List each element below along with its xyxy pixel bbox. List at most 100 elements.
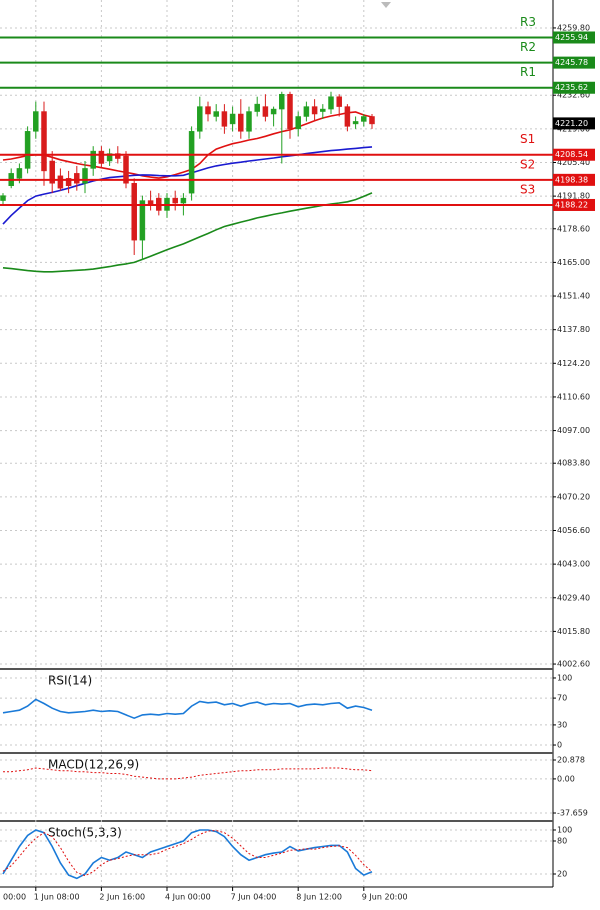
y-tick-label: 4029.40 <box>557 593 590 602</box>
candle-body <box>369 116 375 125</box>
candle-body <box>57 175 64 189</box>
y-tick-label: 4083.80 <box>557 459 590 468</box>
candle-body <box>90 150 96 169</box>
level-value: 4245.78 <box>555 58 588 67</box>
y-tick-label: 4178.60 <box>557 224 590 233</box>
y-tick-label: 4070.20 <box>557 492 590 501</box>
y-tick-label: 4137.80 <box>557 325 590 334</box>
y-tick-label: 30 <box>557 720 567 729</box>
y-tick-label: 100 <box>557 673 572 682</box>
candle-body <box>311 106 318 115</box>
y-tick-label: 4205.40 <box>557 158 590 167</box>
panel-title: MACD(12,26,9) <box>48 758 139 772</box>
candle-body <box>123 155 129 184</box>
candle-body <box>115 153 121 159</box>
y-tick-label: 4002.60 <box>557 660 590 669</box>
candle-body <box>246 111 252 132</box>
level-box <box>553 31 595 44</box>
candle-body <box>188 131 195 194</box>
y-tick-label: 4056.60 <box>557 526 590 535</box>
y-tick-label: 4165.00 <box>557 258 590 267</box>
level-value: 4198.38 <box>555 175 588 184</box>
candle-body <box>287 93 293 130</box>
candle-body <box>41 111 47 172</box>
candle-body <box>197 106 203 132</box>
y-tick-label: 4151.40 <box>557 292 590 301</box>
level-value: 4208.54 <box>555 150 588 159</box>
indicator-line <box>2 146 373 225</box>
y-tick-label: 4232.60 <box>557 91 590 100</box>
x-tick-label: 4 Jun 00:00 <box>165 893 211 902</box>
candle-body <box>361 116 367 122</box>
candle-body <box>352 121 359 125</box>
indicator-line <box>3 767 373 780</box>
candle-body <box>49 160 55 184</box>
indicator-line <box>2 111 373 179</box>
candle-body <box>24 131 31 169</box>
level-name: R2 <box>520 40 536 54</box>
current-price-label: 4221.20 <box>555 119 588 128</box>
level-value: 4255.94 <box>555 33 588 42</box>
panel-title: RSI(14) <box>48 674 92 688</box>
level-box <box>553 198 595 211</box>
candle-body <box>180 197 187 204</box>
level-box <box>553 56 595 69</box>
y-tick-label: 20.878 <box>557 755 585 764</box>
candle-body <box>270 108 277 115</box>
level-box <box>553 81 595 94</box>
y-tick-label: 0.00 <box>557 774 575 783</box>
indicator-line <box>2 698 373 720</box>
candle-body <box>254 103 260 112</box>
candle-body <box>238 113 244 132</box>
y-tick-label: -37.659 <box>557 808 588 817</box>
panel-title: Stoch(5,3,3) <box>48 826 122 840</box>
candle-body <box>262 106 269 117</box>
scroll-icon <box>381 2 391 8</box>
level-name: R1 <box>520 65 536 79</box>
candle-body <box>221 111 228 127</box>
candle-body <box>213 111 219 117</box>
candle-body <box>131 183 137 241</box>
candle-body <box>82 168 88 184</box>
candle-body <box>74 173 80 184</box>
candle-body <box>33 111 39 132</box>
candle-body <box>303 106 310 117</box>
level-name: S1 <box>520 132 535 146</box>
x-tick-label: 7 Jun 04:00 <box>231 893 277 902</box>
x-tick-label: 1 Jun 08:00 <box>34 893 80 902</box>
candle-body <box>336 96 342 107</box>
x-tick-label: 8 Jun 12:00 <box>296 893 342 902</box>
level-box <box>553 148 595 161</box>
candle-body <box>279 93 285 110</box>
indicator-line <box>2 829 373 880</box>
y-tick-label: 80 <box>557 836 567 845</box>
y-tick-label: 4110.60 <box>557 392 590 401</box>
candle-body <box>229 113 236 125</box>
indicator-line <box>2 192 373 273</box>
y-tick-label: 70 <box>557 694 567 703</box>
candle-body <box>106 153 113 162</box>
candle-body <box>344 106 351 127</box>
x-tick-label: 00:00 <box>3 893 26 902</box>
current-price-box <box>553 117 595 130</box>
indicator-line <box>2 829 373 877</box>
y-tick-label: 4097.00 <box>557 426 590 435</box>
level-name: S2 <box>520 157 535 171</box>
candle-body <box>98 150 105 164</box>
candle-body <box>172 197 178 204</box>
candle-body <box>295 116 301 130</box>
y-tick-label: 100 <box>557 825 572 834</box>
candle-body <box>0 195 6 201</box>
candle-body <box>205 106 211 115</box>
y-tick-label: 4124.20 <box>557 359 590 368</box>
level-name: R3 <box>520 15 536 29</box>
level-value: 4188.22 <box>555 200 588 209</box>
x-tick-label: 2 Jun 16:00 <box>99 893 145 902</box>
y-tick-label: 4015.80 <box>557 627 590 636</box>
candle-body <box>139 200 146 241</box>
candle-body <box>320 108 326 112</box>
y-tick-label: 20 <box>557 870 567 879</box>
candle-body <box>328 96 334 110</box>
